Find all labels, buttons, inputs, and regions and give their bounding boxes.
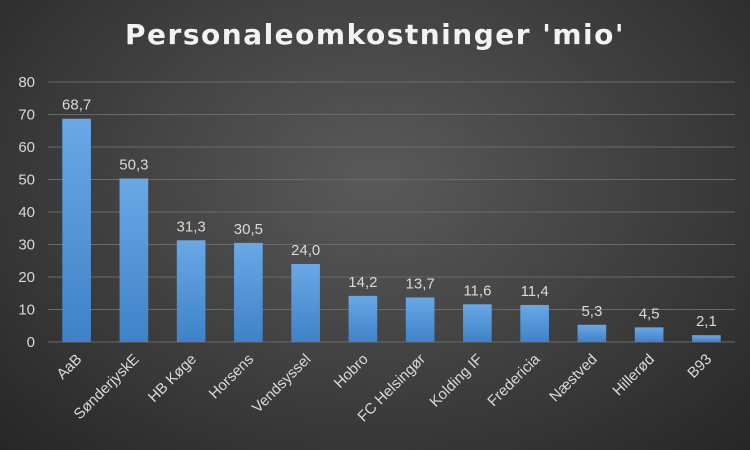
y-tick-label: 40: [18, 204, 35, 221]
bar: [291, 264, 320, 342]
data-label: 50,3: [119, 157, 148, 174]
chart-title: Personaleomkostninger 'mio': [125, 18, 625, 51]
bar: [520, 304, 549, 342]
data-label: 14,2: [348, 274, 377, 291]
data-labels: 68,7 50,3 31,3 30,5 24,0 14,2 13,7 11,6 11,4 5,3 4…: [62, 97, 717, 330]
x-tick-label: Horsens: [206, 351, 258, 403]
bar: [463, 304, 492, 342]
y-axis: 0 10 20 30 40 50 60 70 80: [18, 74, 35, 351]
data-label: 31,3: [177, 218, 206, 235]
x-tick-label: Hobro: [331, 351, 372, 392]
bar: [577, 324, 607, 342]
bar: [405, 297, 435, 342]
x-tick-label: Næstved: [546, 351, 600, 405]
bar: [234, 242, 263, 342]
y-tick-label: 80: [18, 74, 35, 91]
data-label: 24,0: [291, 242, 320, 259]
x-tick-label: Hillerød: [609, 351, 658, 400]
x-tick-label: Kolding IF: [426, 351, 486, 411]
data-label: 13,7: [406, 275, 435, 292]
x-tick-label: Fredericia: [484, 350, 544, 410]
y-tick-label: 60: [18, 139, 35, 156]
gridlines: [48, 81, 735, 343]
data-label: 4,5: [639, 305, 660, 322]
bar: [176, 240, 206, 342]
bars: [62, 118, 721, 342]
data-label: 11,6: [463, 282, 491, 299]
bar: [119, 178, 149, 342]
y-tick-label: 50: [18, 172, 35, 189]
bar: [348, 295, 378, 342]
data-label: 2,1: [696, 313, 717, 330]
data-label: 68,7: [62, 97, 91, 114]
x-tick-label: B93: [684, 351, 715, 382]
x-tick-label: AaB: [53, 351, 85, 383]
x-tick-label: HB Køge: [145, 351, 200, 406]
data-label: 11,4: [521, 283, 549, 300]
y-tick-label: 30: [18, 237, 35, 254]
bar: [634, 327, 664, 342]
data-label: 5,3: [581, 303, 602, 320]
bar: [62, 118, 91, 342]
bar: [692, 335, 721, 342]
y-tick-label: 0: [27, 334, 35, 351]
y-tick-label: 20: [18, 269, 35, 286]
y-tick-label: 70: [18, 107, 35, 124]
data-label: 30,5: [234, 221, 263, 238]
x-tick-label: Vendsyssel: [249, 351, 315, 417]
y-tick-label: 10: [18, 302, 35, 319]
